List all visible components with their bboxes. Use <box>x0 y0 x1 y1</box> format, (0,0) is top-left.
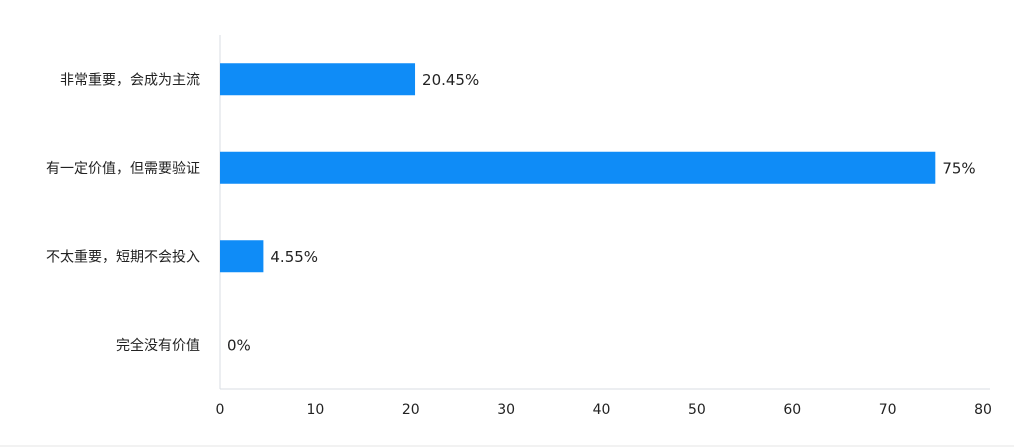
x-tick-label: 30 <box>497 402 515 418</box>
value-label: 4.55% <box>270 248 318 266</box>
y-tick-label: 非常重要，会成为主流 <box>60 72 200 88</box>
value-label: 75% <box>942 159 975 177</box>
bar <box>220 63 416 96</box>
x-tick-label: 40 <box>593 402 611 418</box>
x-tick-label: 20 <box>402 402 420 418</box>
x-tick-label: 80 <box>974 402 992 418</box>
x-tick-label: 10 <box>306 402 324 418</box>
x-tick-label: 70 <box>879 402 897 418</box>
value-label: 0% <box>227 336 251 354</box>
y-tick-label: 不太重要，短期不会投入 <box>46 249 200 265</box>
x-tick-label: 60 <box>783 402 801 418</box>
x-tick-label: 0 <box>216 402 225 418</box>
y-tick-label: 完全没有价值 <box>116 337 200 354</box>
y-tick-label: 有一定价值，但需要验证 <box>46 161 200 177</box>
value-label: 20.45% <box>422 71 479 89</box>
bar <box>220 151 936 184</box>
x-tick-label: 50 <box>688 402 706 418</box>
bar <box>220 240 264 273</box>
